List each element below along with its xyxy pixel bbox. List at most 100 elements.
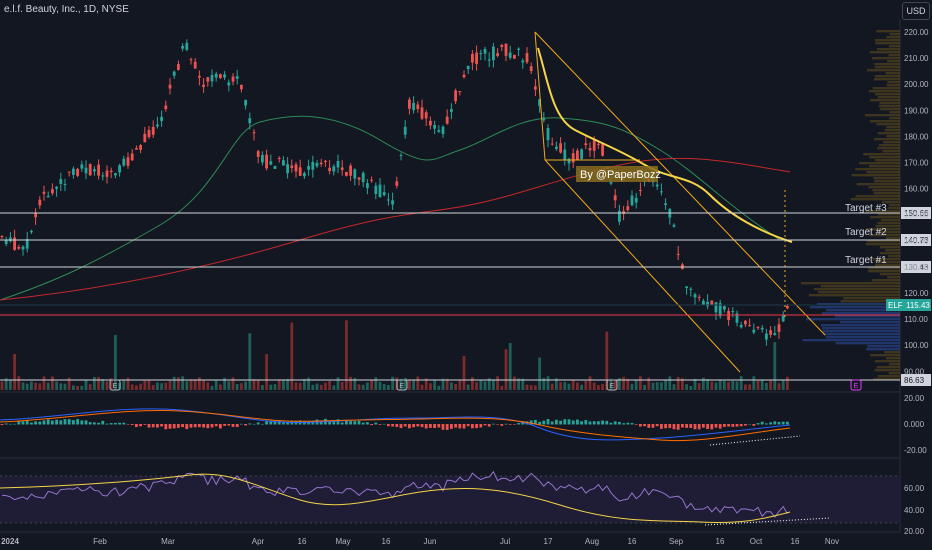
macd-histogram-bar [370,424,373,426]
volume-profile-bar [801,282,900,285]
candle-body [685,286,688,288]
macd-histogram-bar [513,424,516,425]
volume-bar [172,376,176,390]
macd-histogram-bar [109,422,113,425]
volume-profile-bar [868,267,900,270]
volume-profile-bar [869,156,900,159]
candle-body [588,147,592,151]
volume-profile-bar [870,216,900,219]
channel-left-line [534,31,546,161]
volume-profile-bar [874,180,900,183]
candle-body [172,71,176,76]
volume-bar [462,355,466,390]
candle-body [374,185,378,195]
candle-body [198,75,201,78]
volume-bar [706,379,709,390]
candle-body [475,52,478,65]
volume-profile-bar [880,219,900,222]
candle-body [559,143,562,153]
volume-profile-bar [888,255,900,258]
macd-histogram-bar [555,419,558,425]
candle-body [580,149,583,159]
macd-histogram-bar [126,424,130,425]
currency-button[interactable]: USD [902,2,930,20]
price-axis[interactable]: 220.00 210.00 200.00 190.00 180.00 170.00 160.… [904,28,929,376]
candle-body [349,165,352,176]
macd-histogram-bar [487,424,491,427]
volume-bar [349,376,352,390]
volume-bar [345,320,348,390]
volume-profile-bar [875,93,900,96]
volume-bar [391,376,394,390]
earnings-marker[interactable] [396,379,408,391]
time-tick-label: Mar [161,537,175,546]
candle-body [538,99,541,107]
candle-body [500,44,504,48]
volume-bar [290,322,294,390]
candle-body [748,325,751,327]
volume-bar [513,376,516,390]
volume-bar [244,381,247,390]
macd-histogram-bar [416,424,420,427]
candle-body [130,153,134,161]
earnings-marker[interactable] [606,379,618,391]
volume-profile-bar [850,198,900,201]
volume-bar [282,380,285,390]
macd-histogram-bar [672,424,676,430]
candle-body [550,143,554,145]
candle-body [231,76,235,82]
volume-bar [34,382,37,390]
macd-histogram-bar [609,422,613,425]
volume-profile-bar [866,228,900,231]
candle-body [555,146,558,150]
macd-histogram-bar [55,419,58,425]
volume-bar [454,384,457,390]
target-1-price-tag [901,261,931,273]
volume-bar [660,382,663,390]
earnings-marker[interactable] [109,379,121,391]
macd-histogram-bar [571,420,575,425]
volume-bar [622,376,625,390]
rsi-axis[interactable]: 60.00 40.00 20.00 [904,484,925,536]
macd-histogram-bar [563,419,567,425]
volume-bar [630,383,634,390]
macd-histogram-bar [622,423,625,425]
time-axis[interactable]: 2024 Feb Mar Apr 16 May 16 Jun Jul 17 Aug 16 Sep 16 Oc… [1,537,839,546]
earnings-marker[interactable] [850,379,862,391]
candle-body [67,171,71,173]
candle-body [534,86,537,90]
macd-histogram-bar [752,424,756,426]
volume-bar [756,380,760,390]
candle-body [781,315,785,322]
macd-histogram-bar [626,422,630,425]
macd-histogram-bar [639,424,642,427]
volume-profile-bar [865,114,900,117]
yellow-trend-curve [537,47,793,243]
volume-bar [408,380,411,390]
volume-profile-bar [863,153,900,156]
time-tick-label: Jun [424,537,437,546]
volume-bar [164,382,168,390]
candle-body [454,90,457,102]
macd-histogram-bar [786,421,789,425]
macd-histogram-bar [30,422,33,425]
volume-bar [534,385,537,390]
candle-body [765,333,768,340]
volume-bar [618,378,621,390]
macd-axis[interactable]: 20.00 0.000 -20.00 [904,394,927,455]
volume-bar [198,377,201,390]
candle-body [273,165,277,169]
volume-profile-bar [869,165,900,168]
macd-histogram-bar [261,423,264,425]
macd-histogram-bar [345,419,348,425]
candle-body [135,148,138,150]
volume-bar [277,379,281,390]
candle-body [571,153,575,163]
candle-body [639,190,642,192]
macd-histogram-bar [773,421,777,425]
candle-body [697,296,701,298]
candle-body [601,144,604,156]
